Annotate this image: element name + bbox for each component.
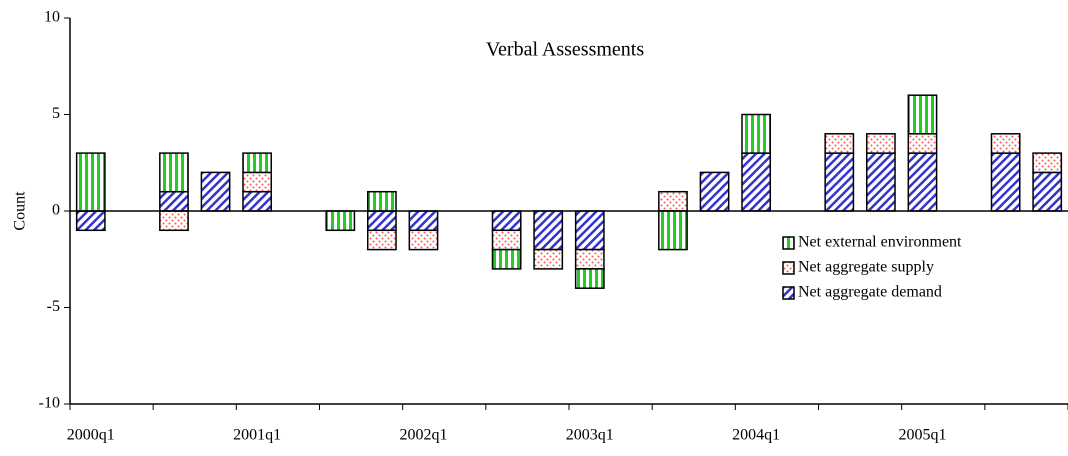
bar-segment — [1032, 152, 1063, 174]
bar-segment — [699, 171, 730, 212]
y-tick-label: 10 — [44, 9, 60, 26]
y-axis-label: Count — [12, 191, 29, 231]
bar-segment — [741, 113, 772, 154]
bar-segment — [242, 190, 273, 212]
bar-segment — [242, 171, 273, 193]
legend-label: Net aggregate supply — [798, 259, 934, 276]
bar-segment — [159, 190, 189, 212]
bar-segment — [491, 229, 522, 251]
x-tick-label: 2004q1 — [732, 427, 780, 444]
x-tick-label: 2003q1 — [566, 427, 614, 444]
bar-segment — [574, 248, 605, 270]
bar-segment — [865, 152, 896, 212]
bar-segment — [907, 94, 938, 135]
bar-segment — [366, 210, 397, 232]
bar-segment — [1032, 171, 1063, 212]
x-tick-label: 2002q1 — [399, 427, 447, 444]
bar-segment — [491, 210, 522, 232]
bar-segment — [574, 268, 605, 289]
bar-segment — [990, 152, 1021, 212]
bar-segment — [408, 210, 439, 232]
bar-segment — [533, 248, 564, 270]
bar-segment — [75, 152, 106, 212]
bar-segment — [574, 210, 605, 251]
y-tick-label: -5 — [47, 298, 60, 315]
bar-segment — [907, 133, 938, 154]
bar-segment — [990, 133, 1021, 154]
bar-segment — [658, 210, 688, 251]
bar-segment — [824, 152, 855, 212]
bar-segment — [824, 133, 855, 154]
bar-segment — [907, 152, 938, 212]
bar-segment — [366, 229, 397, 251]
y-tick-label: 0 — [52, 202, 60, 219]
bar-segment — [366, 190, 397, 212]
bar-segment — [242, 152, 273, 174]
chart-title: Verbal Assessments — [486, 39, 645, 61]
legend-label: Net external environment — [798, 234, 962, 251]
legend-label: Net aggregate demand — [798, 284, 942, 301]
bar-segment — [491, 248, 522, 270]
bar-segment — [533, 210, 564, 251]
bar-segment — [325, 210, 356, 232]
y-tick-label: 5 — [52, 105, 60, 122]
bar-segment — [408, 229, 439, 251]
x-tick-label: 2005q1 — [898, 427, 946, 444]
bar-segment — [75, 210, 106, 232]
bar-segment — [200, 171, 231, 212]
legend-swatch — [782, 236, 795, 250]
bar-segment — [658, 190, 688, 212]
legend-swatch — [782, 261, 795, 275]
bar-segment — [741, 152, 772, 212]
bar-segment — [159, 210, 189, 232]
x-tick-label: 2000q1 — [67, 427, 115, 444]
bar-segment — [865, 133, 896, 154]
legend-swatch — [782, 286, 795, 300]
y-tick-label: -10 — [39, 395, 60, 412]
x-tick-label: 2001q1 — [233, 427, 281, 444]
bar-segment — [159, 152, 189, 193]
